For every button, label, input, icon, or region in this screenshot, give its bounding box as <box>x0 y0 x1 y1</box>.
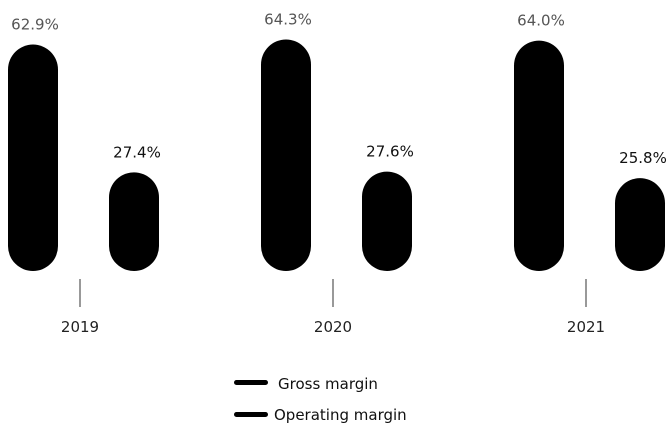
bar-gross-margin-2019 <box>8 44 58 272</box>
data-labels-layer: 62.9% 27.4% 64.3% 27.6% 64.0% 25.8% <box>11 11 667 168</box>
data-label-operating-margin-2020: 27.6% <box>366 143 414 161</box>
bars-layer <box>8 39 665 272</box>
legend-label-operating-margin: Operating margin <box>274 406 407 424</box>
tick-label-2021: 2021 <box>567 318 605 336</box>
legend: Gross margin Operating margin <box>234 375 407 424</box>
data-label-operating-margin-2021: 25.8% <box>619 149 667 167</box>
bar-gross-margin-2020 <box>261 39 311 271</box>
bar-operating-margin-2019 <box>109 172 159 271</box>
legend-swatch-gross-margin <box>234 380 268 385</box>
tick-label-2019: 2019 <box>61 318 99 336</box>
bar-gross-margin-2021 <box>514 40 564 271</box>
data-label-gross-margin-2020: 64.3% <box>264 11 312 29</box>
tick-label-2020: 2020 <box>314 318 352 336</box>
data-label-gross-margin-2021: 64.0% <box>517 12 565 30</box>
legend-label-gross-margin: Gross margin <box>278 375 378 393</box>
bar-operating-margin-2020 <box>362 171 412 271</box>
bar-operating-margin-2021 <box>615 178 665 271</box>
data-label-gross-margin-2019: 62.9% <box>11 16 59 34</box>
data-label-operating-margin-2019: 27.4% <box>113 143 161 161</box>
legend-swatch-operating-margin <box>234 412 268 417</box>
x-axis: 2019 2020 2021 <box>61 279 605 336</box>
